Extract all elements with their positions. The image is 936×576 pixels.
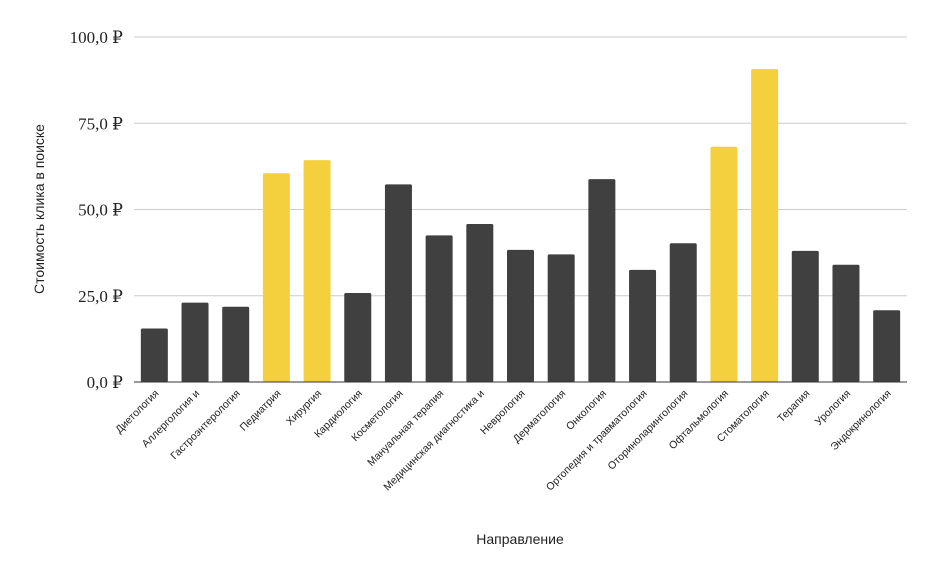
y-axis-title: Стоимость клика в поиске: [31, 124, 47, 294]
x-tick-label: Педиатрия: [238, 388, 284, 434]
bars: [140, 69, 901, 383]
bar: [425, 235, 453, 382]
y-tick-label: 75,0 ₽: [78, 114, 123, 133]
x-axis-title: Направление: [476, 531, 564, 547]
bar: [832, 264, 860, 382]
bar: [547, 254, 575, 382]
x-tick-label: Мануальная терапия: [365, 388, 446, 469]
x-tick-label: Гастроэнтерология: [168, 388, 242, 462]
bar: [303, 160, 331, 382]
y-tick-label: 0,0 ₽: [87, 373, 124, 392]
x-tick-label: Урология: [813, 388, 853, 428]
bar: [588, 179, 616, 382]
x-tick-label: Оториноларингология: [606, 388, 691, 473]
bar: [873, 310, 901, 382]
bar: [262, 173, 290, 382]
bar: [507, 249, 534, 382]
x-tick-label: Хирургия: [284, 388, 324, 428]
y-axis-tick-labels: 0,0 ₽ 25,0 ₽ 50,0 ₽ 75,0 ₽ 100,0 ₽: [70, 28, 124, 392]
bar: [751, 69, 779, 383]
bar: [222, 306, 250, 382]
y-tick-label: 25,0 ₽: [78, 287, 123, 306]
bar: [466, 223, 494, 382]
bar: [669, 243, 697, 382]
bar: [344, 292, 372, 382]
x-tick-label: Терапия: [775, 388, 812, 425]
y-tick-label: 100,0 ₽: [70, 28, 124, 47]
bar: [140, 328, 168, 382]
bar: [181, 302, 209, 382]
bar: [791, 250, 819, 382]
bar: [629, 269, 657, 382]
bar: [710, 146, 738, 382]
y-tick-label: 50,0 ₽: [78, 201, 123, 220]
bar: [384, 184, 412, 382]
